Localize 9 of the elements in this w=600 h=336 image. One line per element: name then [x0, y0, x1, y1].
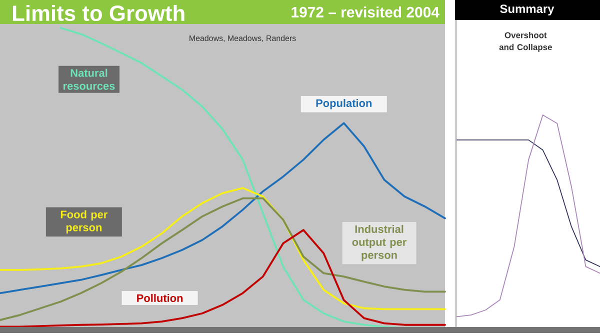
chart-title: Limits to Growth [12, 4, 184, 22]
series-label: Population [316, 99, 372, 110]
series-label: Pollution [137, 294, 183, 302]
chart-subtitle: 1972 – revisited 2004 [292, 6, 440, 18]
text: Overshoot and Collapse [499, 32, 552, 52]
series-label: Natural resources [64, 68, 115, 90]
series-label: Industrial output per person [352, 224, 406, 262]
chart-title: Summary [500, 4, 554, 16]
text: Food per person [60, 210, 108, 234]
